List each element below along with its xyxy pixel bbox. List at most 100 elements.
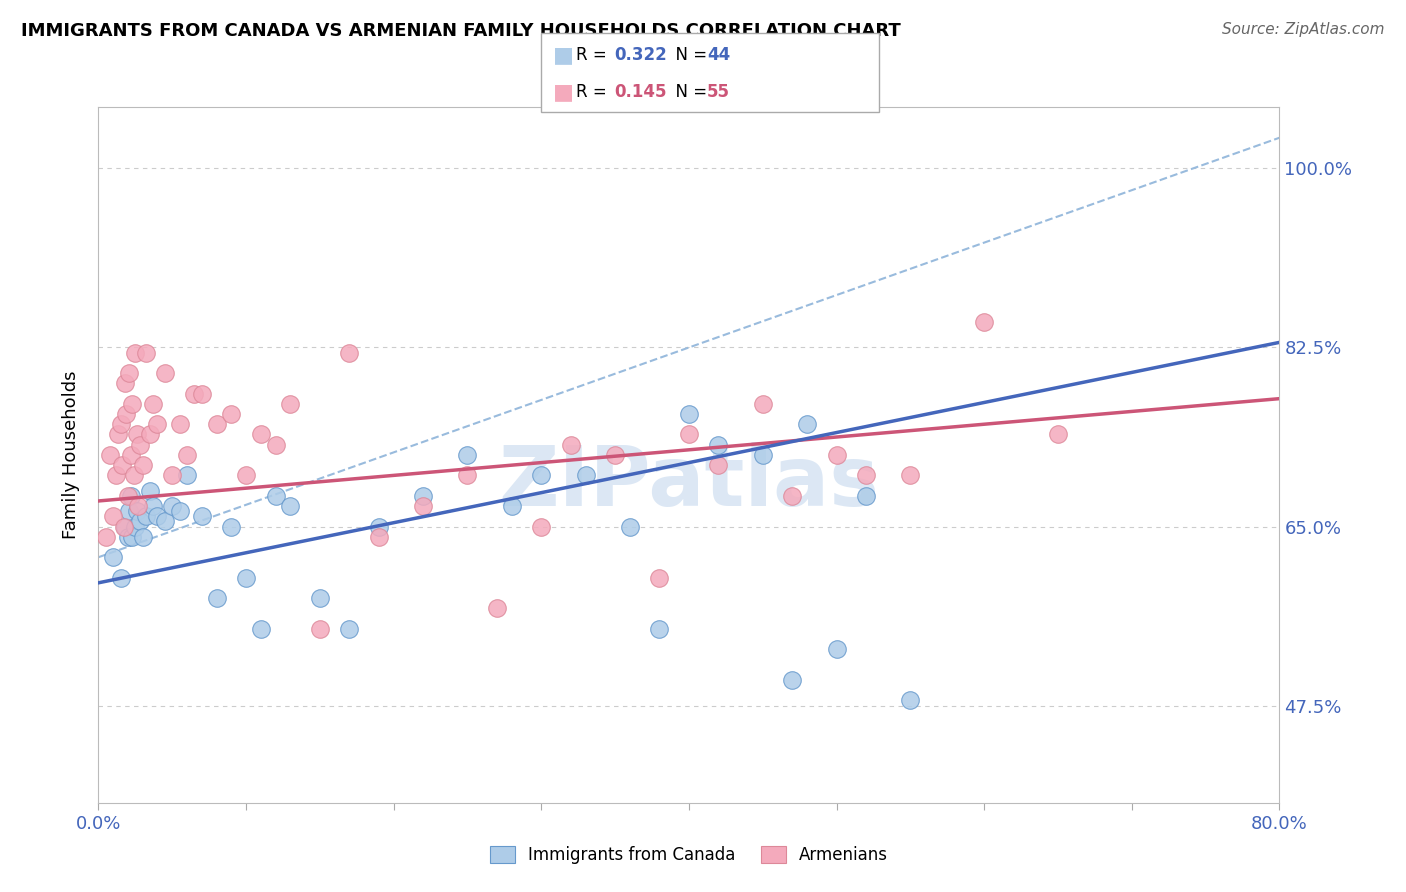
Point <box>162 499 183 513</box>
Text: ■: ■ <box>553 82 574 102</box>
Point <box>183 386 205 401</box>
Point <box>752 448 775 462</box>
Point <box>118 366 141 380</box>
Text: 0.145: 0.145 <box>614 83 666 101</box>
Point <box>412 499 434 513</box>
Point <box>530 468 553 483</box>
Point <box>111 458 134 472</box>
Point <box>855 489 877 503</box>
Point <box>146 417 169 432</box>
Point <box>205 591 228 606</box>
Y-axis label: Family Households: Family Households <box>62 371 80 539</box>
Text: R =: R = <box>576 46 613 64</box>
Point <box>135 345 157 359</box>
Point <box>339 345 361 359</box>
Point <box>103 509 125 524</box>
Point <box>250 427 273 442</box>
Point <box>796 417 818 432</box>
Point <box>973 315 995 329</box>
Point <box>117 530 139 544</box>
Text: ■: ■ <box>553 45 574 65</box>
Point <box>752 397 775 411</box>
Point <box>678 407 700 421</box>
Point <box>110 571 132 585</box>
Point <box>825 642 848 657</box>
Point <box>855 468 877 483</box>
Point <box>124 345 146 359</box>
Point <box>169 417 191 432</box>
Point <box>146 509 169 524</box>
Point <box>368 530 391 544</box>
Point <box>115 407 138 421</box>
Point <box>280 499 302 513</box>
Point <box>339 622 361 636</box>
Text: IMMIGRANTS FROM CANADA VS ARMENIAN FAMILY HOUSEHOLDS CORRELATION CHART: IMMIGRANTS FROM CANADA VS ARMENIAN FAMIL… <box>21 22 901 40</box>
Text: Source: ZipAtlas.com: Source: ZipAtlas.com <box>1222 22 1385 37</box>
Point <box>114 376 136 391</box>
Point <box>135 509 157 524</box>
Point <box>128 438 150 452</box>
Point <box>191 509 214 524</box>
Point <box>264 489 287 503</box>
Point <box>98 448 121 462</box>
Text: R =: R = <box>576 83 613 101</box>
Point <box>120 489 142 503</box>
Point <box>309 591 332 606</box>
Point <box>264 438 287 452</box>
Point <box>782 673 804 687</box>
Point <box>530 519 553 533</box>
Point <box>575 468 598 483</box>
Point <box>176 448 198 462</box>
Point <box>121 530 143 544</box>
Point <box>139 483 162 498</box>
Text: N =: N = <box>665 83 713 101</box>
Point <box>619 519 641 533</box>
Point <box>648 571 671 585</box>
Point <box>191 386 214 401</box>
Text: 0.322: 0.322 <box>614 46 668 64</box>
Point <box>114 519 136 533</box>
Point <box>125 504 148 518</box>
Point <box>782 489 804 503</box>
Point <box>235 571 257 585</box>
Text: ZIPatlas: ZIPatlas <box>499 442 879 524</box>
Point <box>162 468 183 483</box>
Point <box>486 601 509 615</box>
Point <box>457 448 479 462</box>
Point <box>309 622 332 636</box>
Point <box>153 515 176 529</box>
Point <box>112 519 135 533</box>
Point <box>121 397 143 411</box>
Point <box>120 448 142 462</box>
Point <box>368 519 391 533</box>
Point <box>176 468 198 483</box>
Text: N =: N = <box>665 46 713 64</box>
Legend: Immigrants from Canada, Armenians: Immigrants from Canada, Armenians <box>484 839 894 871</box>
Point <box>125 427 148 442</box>
Point <box>107 427 129 442</box>
Point <box>105 468 128 483</box>
Point <box>501 499 523 513</box>
Point <box>250 622 273 636</box>
Point <box>900 468 922 483</box>
Point <box>132 458 155 472</box>
Point <box>707 438 730 452</box>
Point <box>117 489 139 503</box>
Point <box>280 397 302 411</box>
Point <box>128 515 150 529</box>
Point <box>678 427 700 442</box>
Point <box>153 366 176 380</box>
Point <box>235 468 257 483</box>
Point <box>457 468 479 483</box>
Point <box>648 622 671 636</box>
Point <box>169 504 191 518</box>
Point <box>142 499 165 513</box>
Point <box>94 530 117 544</box>
Point <box>221 407 243 421</box>
Point <box>1047 427 1070 442</box>
Text: 44: 44 <box>707 46 731 64</box>
Point <box>560 438 582 452</box>
Text: 55: 55 <box>707 83 730 101</box>
Point <box>127 499 149 513</box>
Point <box>139 427 162 442</box>
